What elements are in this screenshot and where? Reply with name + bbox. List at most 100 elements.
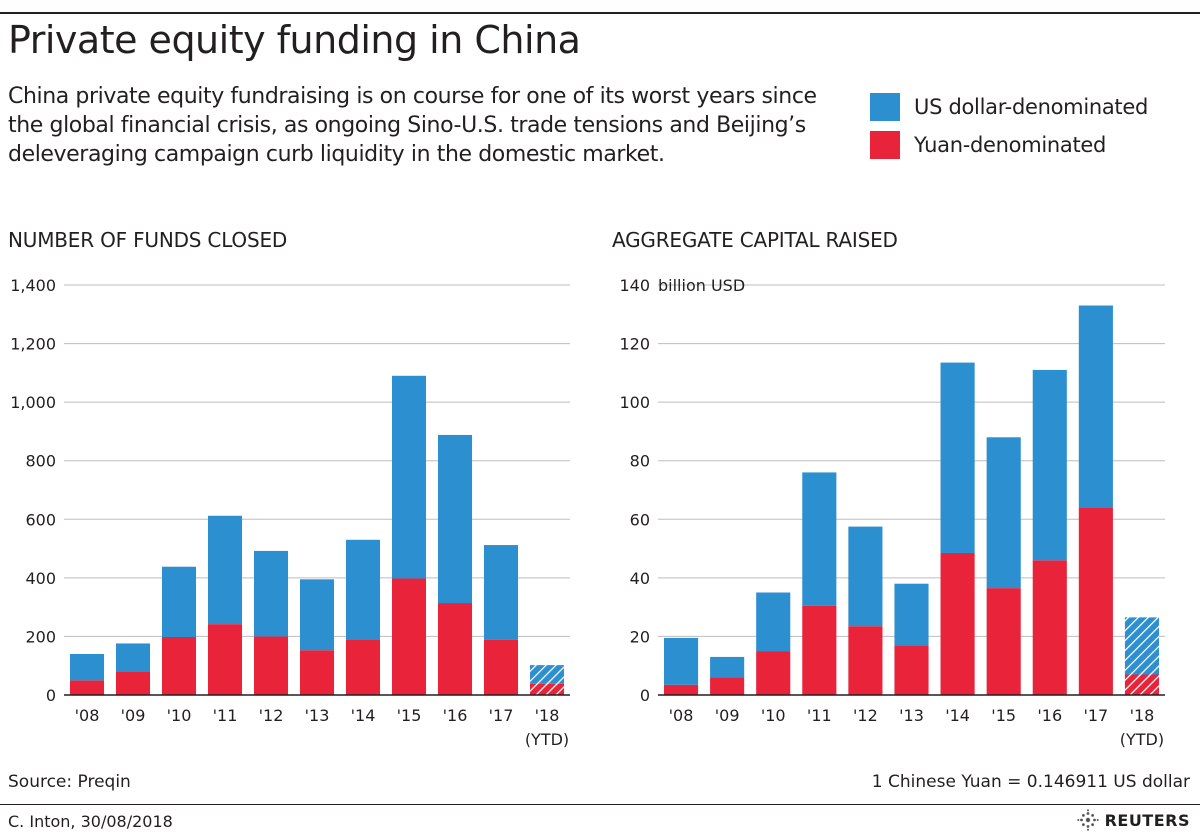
chart1-bar-yuan (115, 671, 151, 695)
chart2-bar-yuan (986, 588, 1021, 695)
chart2-x-tick-label: '08 (669, 706, 694, 725)
chart2-bar-usd (710, 656, 745, 678)
chart2-x-tick-label: '12 (853, 706, 878, 725)
chart1-x-tick-label: '13 (305, 706, 330, 725)
chart2-bar-yuan (756, 651, 791, 695)
chart1-bar-usd (345, 539, 381, 640)
reuters-logo-icon (1076, 809, 1099, 831)
chart2-bar-yuan (663, 684, 699, 695)
chart2-x-tick-label: '13 (899, 706, 924, 725)
credit-line: C. Inton, 30/08/2018 (8, 812, 173, 831)
chart1-bar-usd (391, 375, 427, 579)
chart1-bar-yuan (391, 578, 427, 695)
chart2-bar-usd (1124, 617, 1160, 675)
chart2-x-tick-label: '18 (1130, 706, 1155, 725)
chart2-bar-yuan (940, 552, 975, 695)
chart2-x-tick-label: '17 (1083, 706, 1108, 725)
chart2-x-tick-label: '09 (715, 706, 740, 725)
chart1-bar-yuan (69, 680, 105, 695)
chart1-bar-usd (299, 579, 335, 651)
chart-title-funds: NUMBER OF FUNDS CLOSED (8, 228, 288, 252)
chart1-bar-usd (483, 545, 519, 640)
charts-canvas: 02004006008001,0001,2001,400'08'09'10'11… (10, 276, 1165, 749)
chart2-unit-label: billion USD (658, 276, 745, 295)
chart-title-capital: AGGREGATE CAPITAL RAISED (612, 228, 898, 252)
chart1-y-tick-label: 1,000 (10, 393, 56, 412)
chart2-bar-usd (894, 583, 929, 646)
chart2-x-tick-label: '11 (807, 706, 832, 725)
chart2-y-tick-label: 20 (630, 627, 650, 646)
chart1-bar-usd (437, 434, 473, 604)
chart2-bar-yuan (1124, 674, 1160, 695)
legend: US dollar-denominated Yuan-denominated (870, 88, 1148, 164)
chart2-y-tick-label: 60 (630, 510, 650, 529)
chart2-x-tick-label: '14 (945, 706, 970, 725)
chart2-bar-usd (986, 437, 1021, 589)
chart1-x-tick-label: '10 (167, 706, 192, 725)
chart1-bar-yuan (299, 650, 335, 695)
chart2-y-tick-label: 140 (619, 276, 650, 295)
chart1-bar-usd (253, 550, 289, 637)
chart2-bar-usd (802, 472, 837, 606)
chart2-bar-yuan (848, 626, 883, 695)
chart2-x-tick-label: '15 (991, 706, 1016, 725)
chart1-x-tick-label: '18 (535, 706, 560, 725)
chart1-y-tick-label: 600 (25, 510, 56, 529)
chart1-x-tick-label: '14 (351, 706, 376, 725)
chart2-y-tick-label: 80 (630, 452, 650, 471)
bottom-rule (0, 804, 1200, 805)
chart1-bar-usd (161, 566, 197, 638)
page-subtitle: China private equity fundraising is on c… (8, 84, 817, 167)
conversion-note: 1 Chinese Yuan = 0.146911 US dollar (871, 772, 1190, 792)
chart1-y-tick-label: 1,400 (10, 276, 56, 295)
legend-swatch-yuan (870, 131, 900, 159)
legend-item-yuan: Yuan-denominated (870, 126, 1148, 164)
chart2-bar-usd (663, 637, 699, 685)
chart2-y-tick-label: 120 (619, 335, 650, 354)
chart2-bar-usd (756, 592, 791, 652)
chart1-bar-yuan (345, 639, 381, 695)
page-title: Private equity funding in China (8, 18, 581, 62)
chart2-x-tick-sublabel: (YTD) (1120, 730, 1164, 749)
chart2-y-tick-label: 0 (640, 686, 650, 705)
top-rule (0, 12, 1200, 14)
chart1-bar-yuan (207, 624, 243, 695)
chart1-x-tick-label: '17 (489, 706, 514, 725)
chart2-x-tick-label: '16 (1037, 706, 1062, 725)
chart1-x-tick-label: '09 (121, 706, 146, 725)
chart2-bar-usd (848, 526, 883, 627)
brand-logo: REUTERS (1076, 809, 1190, 831)
legend-label-yuan: Yuan-denominated (914, 133, 1107, 157)
chart2-y-tick-label: 100 (619, 393, 650, 412)
chart1-bar-usd (529, 665, 565, 684)
chart2-bar-usd (940, 362, 975, 553)
chart1-x-tick-label: '12 (259, 706, 284, 725)
chart1-bar-yuan (483, 639, 519, 695)
brand-name: REUTERS (1104, 810, 1190, 830)
chart2-bar-usd (1078, 305, 1113, 508)
chart2-y-tick-label: 40 (630, 569, 650, 588)
chart1-bar-yuan (253, 636, 289, 695)
legend-item-usd: US dollar-denominated (870, 88, 1148, 126)
chart1-y-tick-label: 200 (25, 627, 56, 646)
chart1-bar-usd (69, 654, 105, 681)
legend-label-usd: US dollar-denominated (914, 95, 1149, 119)
chart2-bar-yuan (802, 605, 837, 695)
chart1-y-tick-label: 1,200 (10, 335, 56, 354)
chart1-bar-yuan (529, 683, 565, 695)
chart2-bar-yuan (894, 645, 929, 695)
chart2-bar-yuan (710, 677, 745, 695)
chart1-x-tick-label: '11 (213, 706, 238, 725)
chart1-y-tick-label: 0 (46, 686, 56, 705)
chart2-bar-yuan (1032, 560, 1067, 695)
chart1-y-tick-label: 400 (25, 569, 56, 588)
chart1-bar-usd (207, 515, 243, 625)
chart2-x-tick-label: '10 (761, 706, 786, 725)
chart2-bar-usd (1032, 369, 1067, 561)
chart1-bar-usd (115, 643, 151, 672)
chart1-bar-yuan (437, 603, 473, 695)
source-note: Source: Preqin (8, 772, 131, 792)
chart1-x-tick-label: '15 (397, 706, 422, 725)
chart2-bar-yuan (1078, 507, 1113, 695)
chart1-y-tick-label: 800 (25, 452, 56, 471)
